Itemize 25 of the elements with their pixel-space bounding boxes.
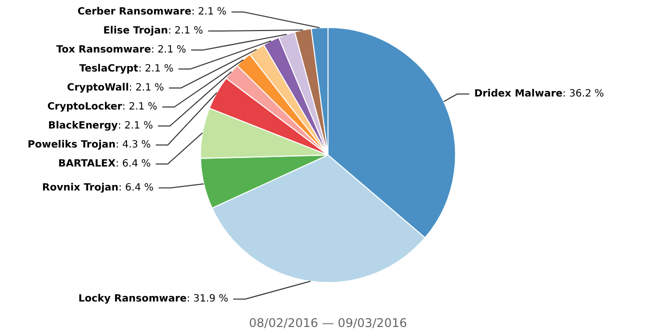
slice-label: Tox Ransomware [56, 44, 152, 56]
data-label: : 6.4 % [118, 182, 154, 194]
slice-label: Elise Trojan [103, 26, 168, 37]
data-label: : 2.1 % [151, 44, 186, 56]
slice-label: Cerber Ransomware [77, 6, 192, 18]
slice-label: BARTALEX [58, 158, 116, 170]
data-label: : 2.1 % [191, 6, 227, 18]
data-label: : 2.1 % [122, 102, 158, 113]
slice-label: TeslaCrypt [79, 64, 139, 75]
data-label: : 2.1 % [118, 120, 153, 132]
slice-label: CryptoWall [67, 82, 129, 94]
data-label: : 36.2 % [562, 88, 604, 100]
data-label: : 2.1 % [168, 26, 204, 37]
data-label: : 6.4 % [116, 158, 151, 170]
data-label: : 31.9 % [186, 294, 228, 305]
data-label: : 2.1 % [138, 64, 174, 75]
slice-label: Rovnix Trojan [42, 182, 119, 194]
data-label: : 2.1 % [128, 82, 164, 94]
slice-label: CryptoLocker [47, 102, 122, 113]
slice-label: Dridex Malware [474, 88, 563, 100]
text: 08/02/2016 — 09/03/2016 [249, 316, 407, 330]
slice-label: Poweliks Trojan [28, 140, 116, 151]
data-label: : 4.3 % [116, 140, 151, 151]
slice-label: Locky Ransomware [78, 294, 187, 305]
slice-label: BlackEnergy [48, 120, 118, 132]
